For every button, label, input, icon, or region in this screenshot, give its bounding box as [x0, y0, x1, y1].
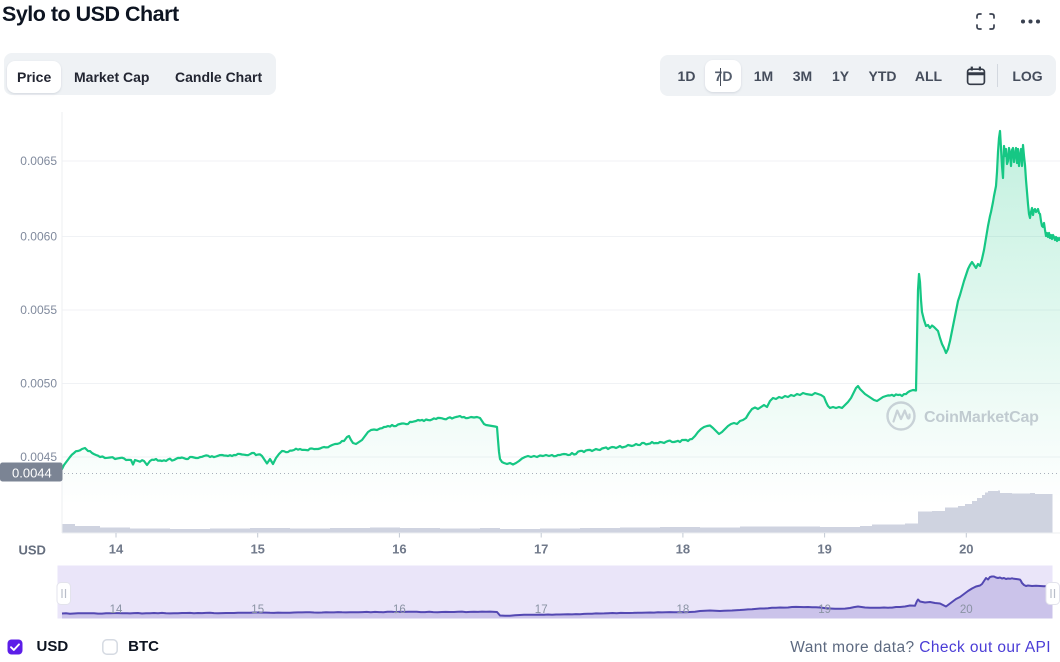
- svg-text:20: 20: [959, 542, 973, 557]
- svg-text:14: 14: [110, 604, 123, 616]
- svg-text:18: 18: [677, 604, 690, 616]
- svg-text:19: 19: [818, 604, 831, 616]
- svg-text:0.0055: 0.0055: [20, 303, 57, 317]
- svg-text:USD: USD: [19, 543, 46, 558]
- svg-text:CoinMarketCap: CoinMarketCap: [924, 409, 1039, 426]
- svg-text:16: 16: [392, 542, 406, 557]
- svg-text:16: 16: [393, 604, 406, 616]
- svg-text:20: 20: [960, 604, 973, 616]
- svg-text:15: 15: [251, 604, 264, 616]
- svg-text:0.0045: 0.0045: [20, 450, 57, 464]
- svg-text:15: 15: [250, 542, 264, 557]
- svg-text:17: 17: [535, 604, 548, 616]
- svg-text:0.0060: 0.0060: [20, 230, 57, 244]
- svg-text:18: 18: [676, 542, 690, 557]
- svg-text:0.0050: 0.0050: [20, 377, 57, 391]
- svg-text:14: 14: [109, 542, 124, 557]
- svg-text:17: 17: [534, 542, 548, 557]
- svg-text:19: 19: [817, 542, 831, 557]
- svg-text:0.0065: 0.0065: [20, 154, 57, 168]
- svg-text:0.0044: 0.0044: [12, 466, 52, 481]
